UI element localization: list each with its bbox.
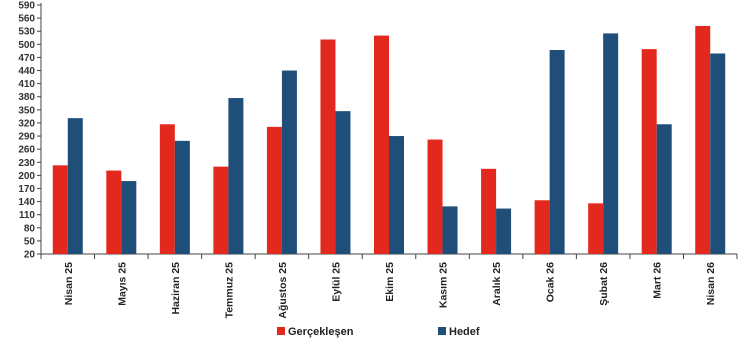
y-tick-label: 350: [18, 105, 35, 116]
x-category-label: Haziran 25: [170, 262, 182, 315]
bar-hedef: [228, 98, 244, 255]
bar-gerceklesen: [695, 25, 711, 255]
bar-hedef: [389, 136, 404, 254]
x-category-label: Mayıs 25: [116, 262, 128, 306]
bar-gerceklesen: [641, 49, 657, 255]
bar-hedef: [496, 208, 512, 254]
y-tick-label: 80: [24, 223, 36, 234]
bar-hedef: [174, 140, 190, 254]
y-tick-label: 530: [18, 27, 35, 38]
y-tick-label: 500: [18, 40, 35, 51]
y-tick-label: 410: [18, 79, 35, 90]
bar-gerceklesen: [427, 139, 443, 254]
y-tick-label: 470: [18, 53, 35, 64]
bar-hedef: [335, 111, 351, 254]
y-tick-label: 560: [18, 14, 35, 25]
bar-gerceklesen: [481, 168, 497, 254]
bar-gerceklesen: [213, 166, 229, 254]
bar-hedef: [549, 49, 565, 254]
y-tick-label: 230: [18, 158, 35, 169]
legend: Gerçekleşen Hedef: [277, 326, 480, 338]
bars: [52, 25, 726, 255]
x-category-label: Aralık 25: [491, 262, 503, 306]
legend-swatch: [438, 327, 446, 335]
x-category-label: Mart 26: [652, 262, 664, 299]
bar-hedef: [67, 118, 83, 254]
x-category-label: Ocak 26: [545, 262, 557, 302]
bar-hedef: [656, 124, 672, 254]
legend-label: Gerçekleşen: [288, 326, 354, 338]
legend-swatch: [277, 327, 285, 335]
y-tick-label: 170: [18, 184, 35, 195]
bar-hedef: [121, 181, 137, 254]
bar-gerceklesen: [534, 200, 550, 254]
x-category-label: Temmuz 25: [223, 262, 235, 319]
bar-gerceklesen: [266, 126, 282, 254]
bar-hedef: [442, 206, 458, 254]
y-tick-label: 440: [18, 66, 35, 77]
y-tick-label: 320: [18, 118, 35, 129]
x-category-label: Kasım 25: [438, 262, 450, 308]
bar-hedef: [281, 70, 297, 255]
x-category-label: Ağustos 25: [277, 262, 289, 319]
x-category-label: Eylül 25: [330, 262, 342, 302]
y-tick-label: 380: [18, 92, 35, 103]
x-axis: Nisan 25 Mayıs 25 Haziran 25 Temmuz 25 Ağust…: [40, 253, 738, 319]
y-tick-label: 590: [18, 1, 35, 12]
y-tick-label: 290: [18, 132, 35, 143]
bar-hedef: [603, 33, 619, 254]
x-category-label: Ekim 25: [384, 262, 396, 302]
bar-gerceklesen: [159, 124, 175, 254]
y-tick-label: 50: [24, 236, 36, 247]
bar-gerceklesen: [588, 203, 604, 254]
y-tick-label: 110: [19, 210, 36, 221]
y-axis: 20 50 80 110 140 170 200 230 260 290 320 350 380 410 4…: [18, 1, 42, 261]
bar-gerceklesen: [320, 39, 336, 254]
y-tick-label: 20: [24, 250, 36, 261]
bar-hedef: [710, 53, 726, 255]
y-tick-label: 140: [18, 197, 35, 208]
y-tick-label: 260: [18, 145, 35, 156]
y-tick-label: 200: [18, 171, 35, 182]
x-category-label: Nisan 26: [705, 262, 717, 305]
x-category-label: Nisan 25: [63, 262, 75, 305]
legend-label: Hedef: [449, 326, 480, 338]
x-category-label: Şubat 26: [598, 262, 610, 306]
bar-gerceklesen: [52, 165, 68, 254]
bar-gerceklesen: [374, 35, 389, 254]
bar-gerceklesen: [106, 170, 122, 254]
